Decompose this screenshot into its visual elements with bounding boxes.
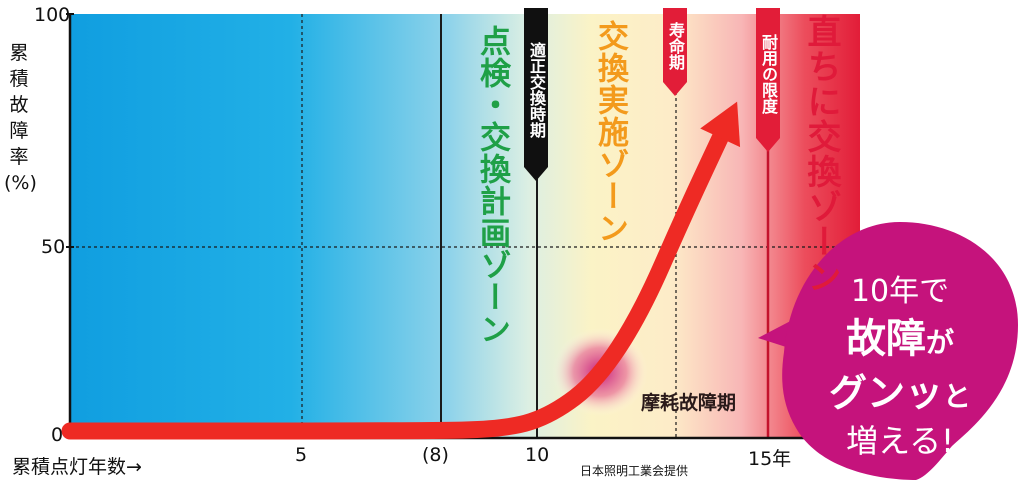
callout-line-2: 故障が: [782, 306, 1018, 364]
plot-background: [70, 14, 860, 438]
x-tick-label-15: 15年: [748, 448, 792, 470]
callout-text-group: 10年で 故障が グンッと 増える!: [782, 222, 1018, 480]
callout-line-2-tail: が: [925, 326, 954, 359]
callout-line-3: グンッと: [782, 362, 1018, 417]
failure-curve-line: [61, 116, 735, 440]
callout-line-3-tail: と: [943, 380, 972, 413]
callout-line-2-strong: 故障: [845, 316, 926, 362]
x-tick-label-5: 5: [295, 444, 308, 466]
x-tick-label-8: (8): [422, 444, 449, 466]
wearout-label: 摩耗故障期: [641, 392, 737, 414]
marker-flag-limit: 耐用の限度: [756, 8, 780, 152]
zone-label-immediate: 直ちに交換ゾーン: [801, 14, 841, 294]
marker-flag-life: 寿命期: [663, 8, 687, 96]
zone-label-replace: 交換実施ゾーン: [592, 20, 628, 244]
y-tick-label-100: 100: [34, 4, 71, 26]
source-credit: 日本照明工業会提供: [580, 464, 689, 478]
marker-flag-appropriate: 適正交換時期: [524, 8, 548, 181]
callout-line-4: 増える!: [846, 422, 954, 460]
y-tick-label-0: 0: [51, 424, 64, 446]
y-tick-label-50: 50: [41, 236, 66, 258]
y-axis-label: 累積故障率(%): [4, 42, 37, 194]
callout-line-3-strong: グンッ: [828, 371, 943, 415]
zone-label-inspect: 点検・交換計画ゾーン: [474, 25, 510, 345]
x-axis-label: 累積点灯年数→: [12, 456, 142, 478]
x-tick-label-10: 10: [525, 444, 550, 466]
callout-bubble: [782, 222, 1018, 480]
failure-curve-arrowhead: [700, 101, 741, 148]
callout-line-1: 10年で: [850, 274, 950, 309]
